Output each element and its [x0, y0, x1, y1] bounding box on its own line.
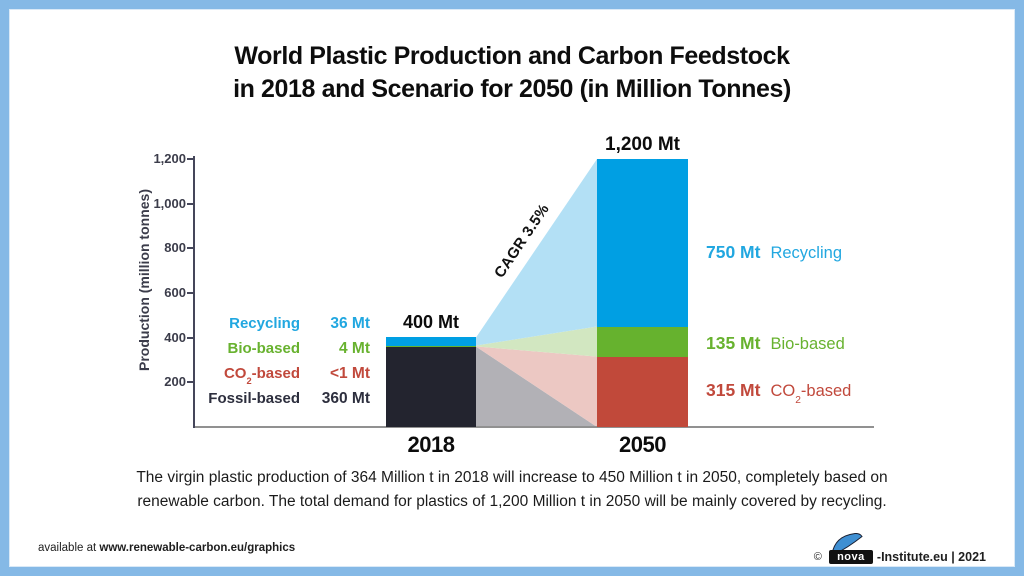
legend-2018: Recycling 36 Mt Bio-based 4 Mt CO2-based… [195, 311, 370, 411]
legend-row-recycling: Recycling 36 Mt [195, 311, 370, 336]
legend-value-co2: <1 Mt [329, 365, 370, 382]
chart-title-line2: in 2018 and Scenario for 2050 (in Millio… [233, 75, 791, 103]
x-category-label-2050: 2050 [619, 432, 666, 457]
value-2050-co2: 315 Mt [706, 380, 761, 400]
caption-line2: renewable carbon. The total demand for p… [137, 492, 887, 510]
y-axis-tick-mark [187, 292, 194, 294]
y-axis-line [193, 156, 195, 428]
legend-value-recycling: 36 Mt [330, 315, 370, 332]
bar-segment-2018-recycling [386, 337, 476, 346]
credit: © nova -Institute.eu | 2021 [814, 533, 986, 565]
bar-segment-2050-co2 [597, 356, 688, 427]
y-axis-tick-mark [187, 247, 194, 250]
name-2050-recycling: Recycling [770, 244, 842, 262]
name-2050-bio: Bio-based [770, 335, 845, 353]
flow-band-bio [476, 326, 597, 357]
y-axis-tick-mark [187, 381, 194, 384]
y-axis-tick-mark [187, 336, 194, 339]
legend-value-bio: 4 Mt [339, 340, 370, 357]
availability-note: available at www.renewable-carbon.eu/gra… [38, 542, 295, 554]
legend-name-bio: Bio-based [227, 340, 300, 357]
y-axis-tick-label: 400 [164, 329, 186, 345]
availability-prefix: available at [38, 542, 100, 554]
legend-row-bio: Bio-based 4 Mt [195, 336, 370, 361]
legend-value-fossil: 360 Mt [321, 390, 370, 407]
nova-sail-icon [831, 533, 863, 555]
caption-line1: The virgin plastic production of 364 Mil… [136, 469, 888, 486]
bar-segment-2050-recycling [597, 159, 688, 327]
bar-total-label-2018: 400 Mt [402, 312, 460, 332]
value-2050-recycling: 750 Mt [706, 242, 761, 262]
label-2050-recycling: 750 Mt Recycling [706, 242, 842, 263]
value-2050-bio: 135 Mt [706, 333, 761, 353]
legend-row-fossil: Fossil-based 360 Mt [195, 386, 370, 411]
y-axis-tick-label: 1,200 [153, 151, 186, 166]
nova-logo-text: nova [828, 550, 873, 564]
legend-name-recycling: Recycling [229, 315, 300, 332]
bar-segment-2050-bio [597, 326, 688, 357]
y-axis-tick-label: 200 [164, 374, 186, 390]
bar-segment-2018-fossil [386, 346, 476, 427]
y-axis-tick-label: 600 [164, 285, 186, 300]
nova-institute-logo: nova [827, 533, 875, 565]
x-axis-line [193, 426, 874, 428]
y-axis-tick-mark [187, 158, 194, 160]
name-2050-co2: CO2-based [770, 382, 852, 406]
flow-band-co2 [476, 346, 597, 427]
flow-band-recycling [476, 159, 597, 346]
y-axis-tick-mark [187, 202, 194, 205]
bar-segment-2018-co2 [386, 346, 476, 347]
label-2050-co2: 315 Mt CO2-based [706, 380, 852, 406]
availability-url: www.renewable-carbon.eu/graphics [99, 542, 296, 554]
legend-name-co2: CO2-based [223, 365, 300, 387]
flow-band-fossil [476, 346, 597, 427]
label-2050-bio: 135 Mt Bio-based [706, 333, 845, 354]
chart-title: World Plastic Production and Carbon Feed… [0, 40, 1024, 106]
legend-row-co2: CO2-based <1 Mt [195, 361, 370, 386]
credit-text: -Institute.eu | 2021 [876, 550, 986, 564]
bar-segment-2018-bio [386, 345, 476, 347]
copyright-symbol: © [813, 551, 822, 563]
y-axis-tick-label: 800 [164, 240, 186, 256]
legend-name-fossil: Fossil-based [208, 390, 300, 407]
chart-title-line1: World Plastic Production and Carbon Feed… [234, 42, 790, 70]
y-axis-tick-label: 1,000 [153, 195, 186, 211]
caption: The virgin plastic production of 364 Mil… [0, 466, 1024, 513]
bar-total-label-2050: 1,200 Mt [605, 134, 680, 155]
x-category-label-2018: 2018 [407, 432, 455, 457]
